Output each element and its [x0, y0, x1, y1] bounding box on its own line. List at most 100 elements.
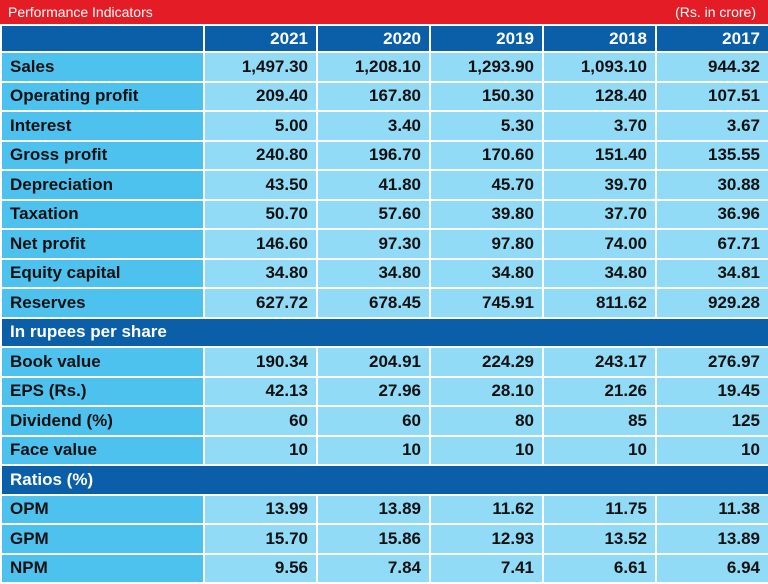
- value-cell: 41.80: [316, 169, 431, 201]
- value-cell: 11.62: [429, 493, 544, 525]
- value-cell: 627.72: [203, 287, 318, 319]
- value-cell: 811.62: [542, 287, 657, 319]
- value-cell: 30.88: [655, 169, 768, 201]
- value-cell: 128.40: [542, 80, 657, 112]
- value-cell: 11.38: [655, 493, 768, 525]
- row-label: Operating profit: [0, 80, 205, 112]
- value-cell: 11.75: [542, 493, 657, 525]
- unit-label: (Rs. in crore): [675, 4, 756, 20]
- row-label: Gross profit: [0, 139, 205, 171]
- year-header: 2018: [542, 24, 657, 53]
- value-cell: 85: [542, 405, 657, 437]
- value-cell: 125: [655, 405, 768, 437]
- value-cell: 50.70: [203, 198, 318, 230]
- value-cell: 1,093.10: [542, 51, 657, 83]
- value-cell: 15.86: [316, 523, 431, 555]
- table-row: Reserves 627.72 678.45 745.91 811.62 929.28: [0, 287, 768, 319]
- value-cell: 74.00: [542, 228, 657, 260]
- year-header: 2017: [655, 24, 768, 53]
- year-header: 2021: [203, 24, 318, 53]
- value-cell: 27.96: [316, 375, 431, 407]
- value-cell: 60: [203, 405, 318, 437]
- value-cell: 3.40: [316, 110, 431, 142]
- row-label: Sales: [0, 51, 205, 83]
- table-row: Equity capital 34.80 34.80 34.80 34.80 34.81: [0, 257, 768, 289]
- section-header-ratios: Ratios (%): [0, 464, 768, 496]
- value-cell: 39.70: [542, 169, 657, 201]
- value-cell: 10: [542, 434, 657, 466]
- value-cell: 107.51: [655, 80, 768, 112]
- value-cell: 60: [316, 405, 431, 437]
- value-cell: 276.97: [655, 346, 768, 378]
- table-row: OPM 13.99 13.89 11.62 11.75 11.38: [0, 493, 768, 525]
- value-cell: 36.96: [655, 198, 768, 230]
- value-cell: 13.89: [316, 493, 431, 525]
- table-title: Performance Indicators: [8, 4, 153, 20]
- year-header: 2020: [316, 24, 431, 53]
- value-cell: 37.70: [542, 198, 657, 230]
- value-cell: 97.80: [429, 228, 544, 260]
- table-row: GPM 15.70 15.86 12.93 13.52 13.89: [0, 523, 768, 555]
- value-cell: 42.13: [203, 375, 318, 407]
- value-cell: 28.10: [429, 375, 544, 407]
- row-label: Face value: [0, 434, 205, 466]
- value-cell: 678.45: [316, 287, 431, 319]
- table-row: Operating profit 209.40 167.80 150.30 128.40…: [0, 80, 768, 112]
- row-label: Reserves: [0, 287, 205, 319]
- value-cell: 135.55: [655, 139, 768, 171]
- table-row: Dividend (%) 60 60 80 85 125: [0, 405, 768, 437]
- value-cell: 7.41: [429, 552, 544, 584]
- section-header-per-share: In rupees per share: [0, 316, 768, 348]
- value-cell: 43.50: [203, 169, 318, 201]
- row-label: Interest: [0, 110, 205, 142]
- row-label: Depreciation: [0, 169, 205, 201]
- row-label: OPM: [0, 493, 205, 525]
- table-row: Book value 190.34 204.91 224.29 243.17 276.97: [0, 346, 768, 378]
- header-corner: [0, 24, 205, 53]
- row-label: Taxation: [0, 198, 205, 230]
- value-cell: 10: [655, 434, 768, 466]
- table-row: Sales 1,497.30 1,208.10 1,293.90 1,093.10 944…: [0, 51, 768, 83]
- value-cell: 12.93: [429, 523, 544, 555]
- value-cell: 1,293.90: [429, 51, 544, 83]
- value-cell: 21.26: [542, 375, 657, 407]
- value-cell: 209.40: [203, 80, 318, 112]
- value-cell: 150.30: [429, 80, 544, 112]
- table-row: EPS (Rs.) 42.13 27.96 28.10 21.26 19.45: [0, 375, 768, 407]
- value-cell: 9.56: [203, 552, 318, 584]
- value-cell: 146.60: [203, 228, 318, 260]
- value-cell: 1,208.10: [316, 51, 431, 83]
- value-cell: 45.70: [429, 169, 544, 201]
- value-cell: 243.17: [542, 346, 657, 378]
- row-label: GPM: [0, 523, 205, 555]
- value-cell: 10: [429, 434, 544, 466]
- value-cell: 944.32: [655, 51, 768, 83]
- value-cell: 6.94: [655, 552, 768, 584]
- value-cell: 929.28: [655, 287, 768, 319]
- value-cell: 190.34: [203, 346, 318, 378]
- value-cell: 80: [429, 405, 544, 437]
- value-cell: 151.40: [542, 139, 657, 171]
- table-row: Net profit 146.60 97.30 97.80 74.00 67.71: [0, 228, 768, 260]
- table-row: Taxation 50.70 57.60 39.80 37.70 36.96: [0, 198, 768, 230]
- value-cell: 240.80: [203, 139, 318, 171]
- value-cell: 167.80: [316, 80, 431, 112]
- value-cell: 7.84: [316, 552, 431, 584]
- table-row: Gross profit 240.80 196.70 170.60 151.40 135.…: [0, 139, 768, 171]
- value-cell: 13.52: [542, 523, 657, 555]
- value-cell: 34.80: [203, 257, 318, 289]
- table-row: Face value 10 10 10 10 10: [0, 434, 768, 466]
- value-cell: 10: [203, 434, 318, 466]
- table-body: Sales 1,497.30 1,208.10 1,293.90 1,093.10 944…: [0, 51, 768, 584]
- year-header: 2019: [429, 24, 544, 53]
- value-cell: 13.99: [203, 493, 318, 525]
- title-bar: Performance Indicators (Rs. in crore): [0, 0, 768, 24]
- value-cell: 170.60: [429, 139, 544, 171]
- table-row: Depreciation 43.50 41.80 45.70 39.70 30.88: [0, 169, 768, 201]
- row-label: NPM: [0, 552, 205, 584]
- value-cell: 97.30: [316, 228, 431, 260]
- performance-table: 2021 2020 2019 2018 2017 Sales 1,497.30 1,…: [0, 24, 768, 584]
- row-label: Dividend (%): [0, 405, 205, 437]
- row-label: Equity capital: [0, 257, 205, 289]
- value-cell: 5.30: [429, 110, 544, 142]
